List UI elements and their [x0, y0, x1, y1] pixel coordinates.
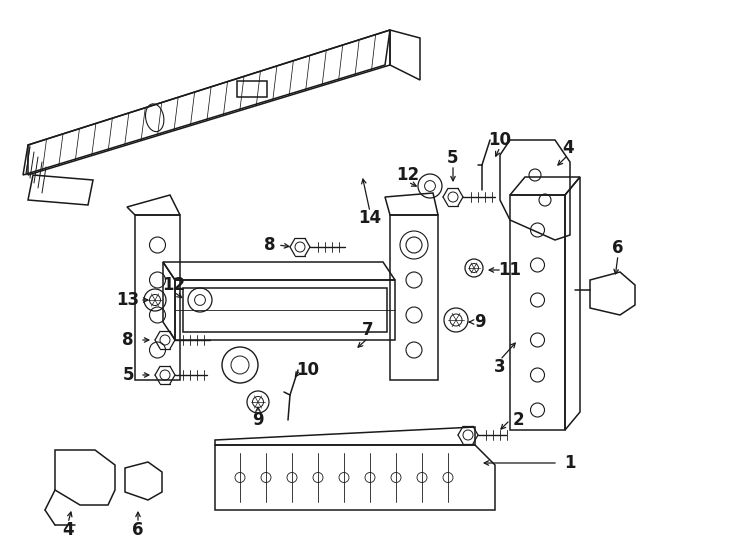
- Text: 11: 11: [498, 261, 521, 279]
- Text: 9: 9: [474, 313, 486, 331]
- Text: 12: 12: [396, 166, 420, 184]
- Text: 4: 4: [562, 139, 574, 157]
- Text: 6: 6: [612, 239, 624, 257]
- Text: 2: 2: [512, 411, 524, 429]
- Text: 3: 3: [494, 358, 506, 376]
- Text: 14: 14: [358, 209, 382, 227]
- Text: 8: 8: [123, 331, 134, 349]
- Text: 5: 5: [123, 366, 134, 384]
- Text: 9: 9: [252, 411, 264, 429]
- Text: 10: 10: [297, 361, 319, 379]
- Text: 5: 5: [447, 149, 459, 167]
- Text: 4: 4: [62, 521, 74, 539]
- Text: 7: 7: [362, 321, 374, 339]
- Text: 12: 12: [162, 276, 186, 294]
- Text: 10: 10: [489, 131, 512, 149]
- Text: 6: 6: [132, 521, 144, 539]
- Text: 1: 1: [564, 454, 575, 472]
- Text: 8: 8: [264, 236, 276, 254]
- Text: 13: 13: [117, 291, 139, 309]
